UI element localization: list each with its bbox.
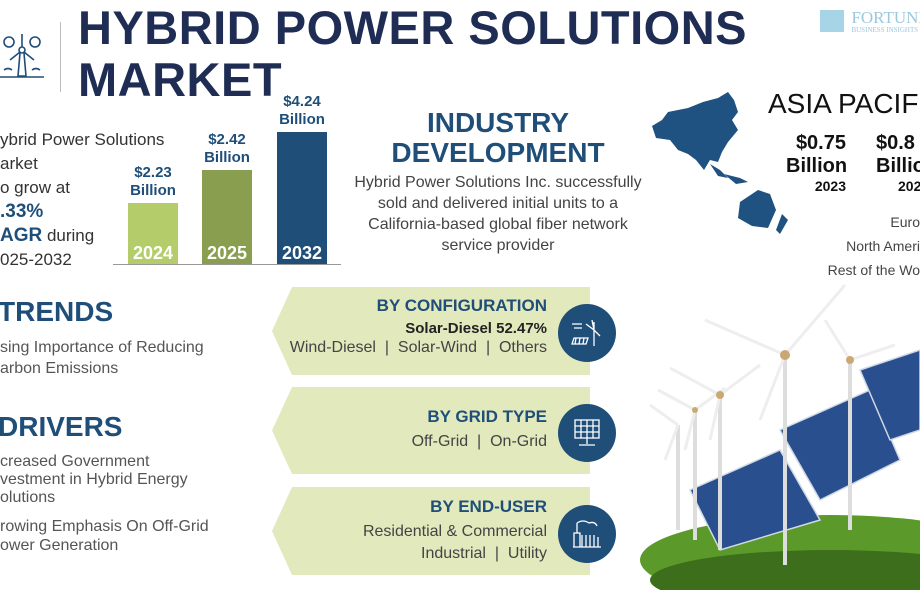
wind-turbine-icon [0,34,44,78]
trend-item: arbon Emissions [0,360,119,377]
logo-subtext: BUSINESS INSIGHTS [851,26,919,34]
bar-value-label: $2.42 Billion [204,131,250,166]
driver-item: rowing Emphasis On Off-Grid ower Generat… [0,517,209,555]
region-value-next: $0.8 Billio 202 [876,132,920,194]
bar-value-label: $4.24 Billion [279,93,325,128]
segment-items: Industrial | Utility [421,545,547,562]
trends-list: sing Importance of Reducing arbon Emissi… [0,337,204,379]
bar-value-label: $2.23 Billion [130,164,176,199]
bar-2024: 2024 [128,203,178,264]
trends-title: TRENDS [0,296,114,327]
bar-year-label: 2024 [132,243,174,263]
summary-line: ybrid Power Solutions [0,130,165,149]
title-line-2: MARKET [78,53,283,106]
drivers-title: DRIVERS [0,411,123,442]
summary-line: o grow at [0,178,70,197]
logo-text: FORTUNE [851,8,920,27]
segment-end-user: BY END-USER Residential & Commercial Ind… [272,487,590,575]
logo: FORTUNE BUSINESS INSIGHTS [820,8,920,34]
bar-year-label: 2025 [206,243,248,263]
bar-2032: 2032 [277,132,327,264]
region-value: $0.8 [876,132,915,154]
segment-configuration: BY CONFIGURATION Solar-Diesel 52.47% Win… [272,287,590,375]
industry-development-text: Hybrid Power Solutions Inc. successfully… [354,174,642,254]
region-item: Euro [890,214,920,230]
segment-grid-type: BY GRID TYPE Off-Grid | On-Grid [272,387,590,474]
cagr-label: AGR [0,225,43,246]
summary-line: during [42,226,95,245]
cagr-value: .33% [0,201,44,222]
other-regions: Euro North Ameri Rest of the Wo [828,210,920,282]
segment-items: Off-Grid | On-Grid [411,433,547,450]
region-year: 2023 [814,178,846,194]
segment-items: Residential & Commercial [362,523,547,540]
driver-line: olutions [0,489,56,506]
trend-item: sing Importance of Reducing [0,339,204,356]
industry-title-line: INDUSTRY [426,107,570,138]
region-title: ASIA PACIFIC [768,88,920,119]
region-item: Rest of the Wo [827,262,920,278]
market-size-bar-chart: 2024 $2.23 Billion 2025 $2.42 Billion 2032 $4.2… [0,0,360,270]
logo-mark-icon [820,10,844,32]
chart-axis [113,264,341,265]
industry-title-line: DEVELOPMENT [391,137,605,168]
driver-line: rowing Emphasis On Off-Grid [0,518,209,535]
driver-item: creased Government vestment in Hybrid En… [0,453,188,507]
segment-title: BY END-USER [430,497,547,516]
region-value-2023: $0.75 Billion 2023 [786,132,848,194]
summary-line: arket [0,154,38,173]
segment-highlight: Solar-Diesel 52.47% [405,320,547,337]
title-line-1: HYBRID POWER SOLUTIONS [78,1,748,54]
bar-year-label: 2032 [281,243,323,263]
market-summary: ybrid Power Solutions arket o grow at .3… [0,128,164,272]
region-unit: Billion [786,155,848,177]
driver-line: creased Government [0,453,150,470]
factory-icon [558,505,616,563]
region-unit: Billio [876,155,920,177]
driver-line: ower Generation [0,537,119,554]
driver-line: vestment in Hybrid Energy [0,471,188,488]
divider [60,22,61,92]
bar-2025: 2025 [202,170,252,264]
wind-solar-illustration [640,284,920,590]
industry-development-title: INDUSTRY DEVELOPMENT [380,108,616,168]
segment-title: BY GRID TYPE [427,407,547,426]
asia-pacific-map [652,92,788,234]
solar-panel-icon [558,404,616,462]
region-value: $0.75 [795,132,846,154]
segment-items: Wind-Diesel | Solar-Wind | Others [289,339,547,356]
wind-solar-icon [558,304,616,362]
segment-title: BY CONFIGURATION [376,296,547,315]
forecast-period: 025-2032 [0,250,72,269]
region-item: North Ameri [846,238,920,254]
page-title: HYBRID POWER SOLUTIONS MARKET [78,2,747,106]
region-year: 202 [898,178,920,194]
